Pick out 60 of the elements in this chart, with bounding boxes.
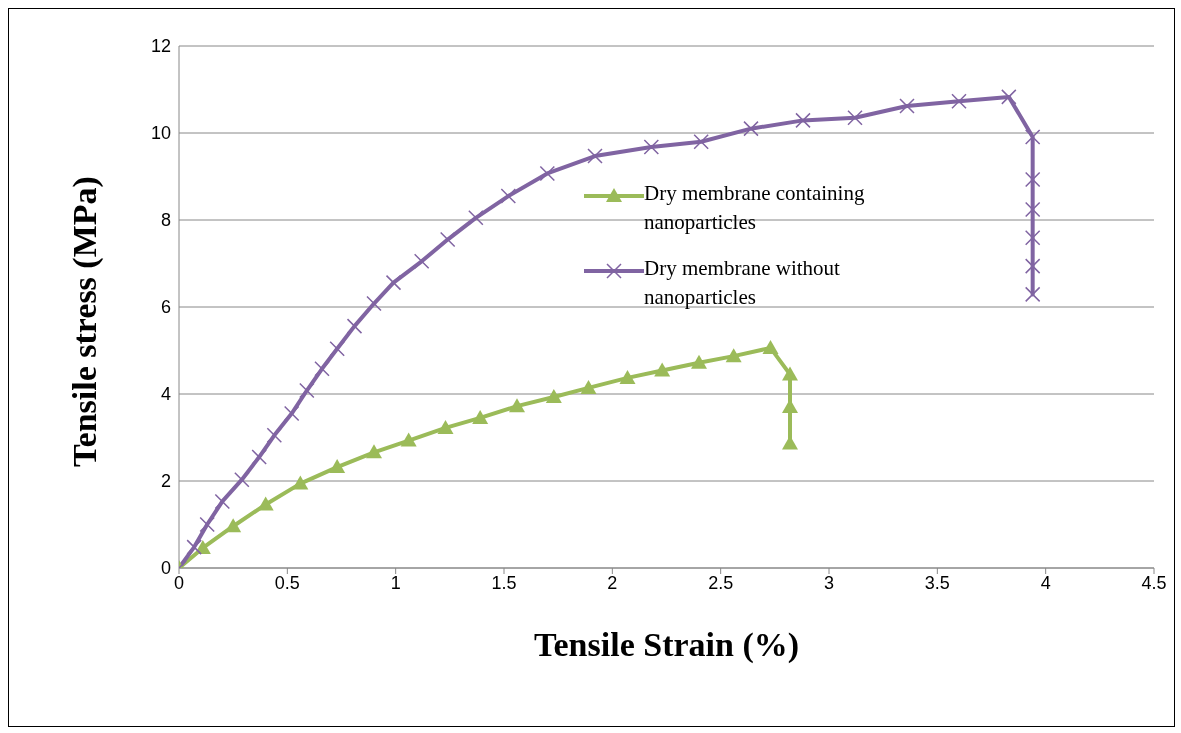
point [795, 112, 811, 129]
x-tick-label: 2 [607, 572, 618, 593]
point [329, 341, 345, 357]
point [539, 165, 556, 182]
point [225, 518, 242, 533]
point [847, 110, 863, 126]
y-tick-label: 6 [160, 297, 171, 318]
y-tick-label: 4 [160, 384, 171, 405]
x-tick-label: 3 [823, 572, 835, 593]
point [299, 382, 315, 399]
point [762, 339, 779, 354]
point [400, 432, 417, 447]
point [329, 459, 346, 474]
point [693, 133, 709, 150]
point [1024, 171, 1041, 188]
x-tick-label: 0 [173, 572, 185, 593]
point [899, 98, 915, 114]
point [1001, 89, 1017, 105]
point [186, 539, 202, 555]
point [1024, 286, 1041, 303]
point [292, 475, 309, 490]
x-tick-label: 1 [390, 572, 401, 593]
point [1024, 230, 1041, 246]
point [587, 148, 603, 164]
point [257, 496, 274, 511]
point [1024, 201, 1041, 218]
point [509, 398, 525, 413]
x-axis-title: Tensile Strain (%) [533, 626, 800, 664]
point [1024, 129, 1041, 145]
point [1024, 258, 1041, 274]
point [725, 348, 742, 363]
x-tick-label: 1.5 [491, 572, 517, 593]
point [580, 379, 597, 394]
legend-label: Dry membrane without nanoparticles [644, 255, 841, 311]
x-tick-label: 0.5 [274, 572, 300, 593]
y-axis-title: Tensile stress (MPa) [66, 176, 105, 467]
point [619, 369, 636, 384]
point [643, 139, 660, 155]
point [472, 409, 489, 424]
x-tick-label: 3.5 [924, 572, 950, 593]
point [654, 362, 671, 377]
point [366, 444, 382, 459]
point [500, 188, 517, 204]
x-tick-label: 2.5 [708, 572, 734, 593]
point [782, 366, 798, 381]
point [199, 516, 215, 533]
point [545, 389, 562, 404]
x-tick-label: 4 [1040, 572, 1051, 593]
legend-label: Dry membrane containing nanoparticles [644, 180, 866, 236]
y-tick-label: 12 [150, 36, 171, 57]
point [437, 419, 454, 434]
point [951, 93, 967, 109]
point [346, 318, 363, 334]
y-tick-label: 10 [150, 123, 171, 144]
point [743, 120, 759, 137]
y-tick-label: 8 [160, 210, 171, 231]
point [691, 354, 707, 369]
x-tick-label: 4.5 [1141, 572, 1167, 593]
y-tick-label: 2 [160, 471, 171, 492]
y-tick-label: 0 [160, 558, 171, 579]
